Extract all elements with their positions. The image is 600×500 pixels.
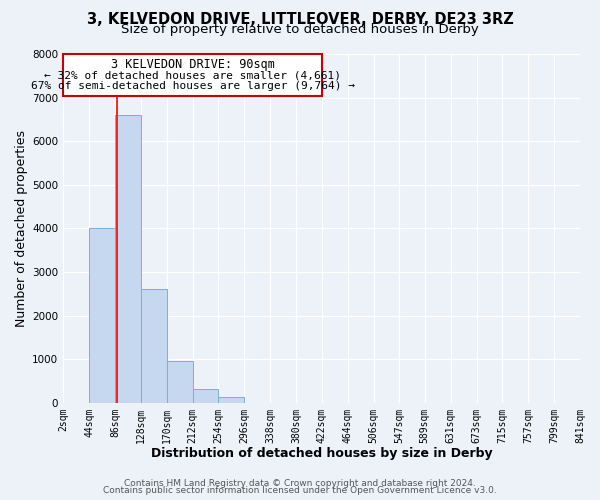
Text: 3, KELVEDON DRIVE, LITTLEOVER, DERBY, DE23 3RZ: 3, KELVEDON DRIVE, LITTLEOVER, DERBY, DE… xyxy=(86,12,514,28)
Text: 67% of semi-detached houses are larger (9,764) →: 67% of semi-detached houses are larger (… xyxy=(31,81,355,91)
Bar xyxy=(167,362,193,403)
Text: 3 KELVEDON DRIVE: 90sqm: 3 KELVEDON DRIVE: 90sqm xyxy=(110,58,274,71)
Text: Contains HM Land Registry data © Crown copyright and database right 2024.: Contains HM Land Registry data © Crown c… xyxy=(124,478,476,488)
X-axis label: Distribution of detached houses by size in Derby: Distribution of detached houses by size … xyxy=(151,447,493,460)
Y-axis label: Number of detached properties: Number of detached properties xyxy=(15,130,28,327)
Bar xyxy=(115,115,141,403)
Text: Contains public sector information licensed under the Open Government Licence v3: Contains public sector information licen… xyxy=(103,486,497,495)
Text: Size of property relative to detached houses in Derby: Size of property relative to detached ho… xyxy=(121,24,479,36)
Bar xyxy=(89,228,115,402)
Bar xyxy=(218,397,244,402)
Text: ← 32% of detached houses are smaller (4,661): ← 32% of detached houses are smaller (4,… xyxy=(44,70,341,81)
FancyBboxPatch shape xyxy=(63,54,322,96)
Bar xyxy=(141,290,167,403)
Bar xyxy=(193,389,218,402)
